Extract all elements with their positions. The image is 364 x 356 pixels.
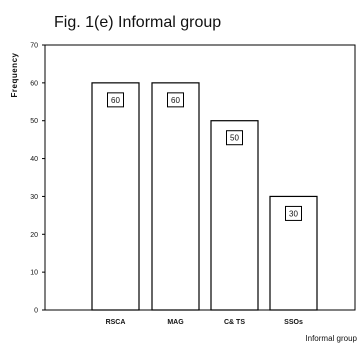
- y-tick-label: 20: [30, 232, 38, 239]
- data-label: 60: [111, 96, 120, 105]
- data-label-box: [167, 92, 184, 108]
- category-label: MAG: [167, 319, 184, 326]
- y-tick-label: 50: [30, 118, 38, 125]
- chart-title: Fig. 1(e) Informal group: [54, 14, 221, 31]
- x-axis-label: Informal group: [305, 334, 357, 343]
- category-label: C& TS: [224, 319, 245, 326]
- bar: [210, 120, 259, 311]
- y-tick-label: 70: [30, 43, 38, 50]
- data-label: 50: [230, 134, 239, 143]
- bar: [91, 82, 140, 311]
- bar: [151, 82, 200, 311]
- category-labels: RSCA MAG C& TS SSOs: [106, 319, 303, 326]
- y-tick-label: 60: [30, 80, 38, 87]
- data-label: 60: [171, 96, 180, 105]
- data-label-box: [285, 205, 302, 221]
- y-tick-label: 0: [34, 308, 38, 315]
- category-label: RSCA: [106, 319, 126, 326]
- y-tick-label: 30: [30, 194, 38, 201]
- data-label-box: [107, 92, 124, 108]
- category-label: SSOs: [284, 319, 303, 326]
- data-label-box: [226, 130, 243, 146]
- y-axis-ticks: 0 10 20 30 40 50 60 70: [30, 43, 45, 315]
- bars: 60 60 50 30: [91, 82, 318, 311]
- data-label: 30: [289, 209, 298, 218]
- y-axis-label: Frequency: [10, 52, 19, 97]
- y-tick-label: 40: [30, 156, 38, 163]
- y-tick-label: 10: [30, 270, 38, 277]
- plot-area: [44, 44, 356, 311]
